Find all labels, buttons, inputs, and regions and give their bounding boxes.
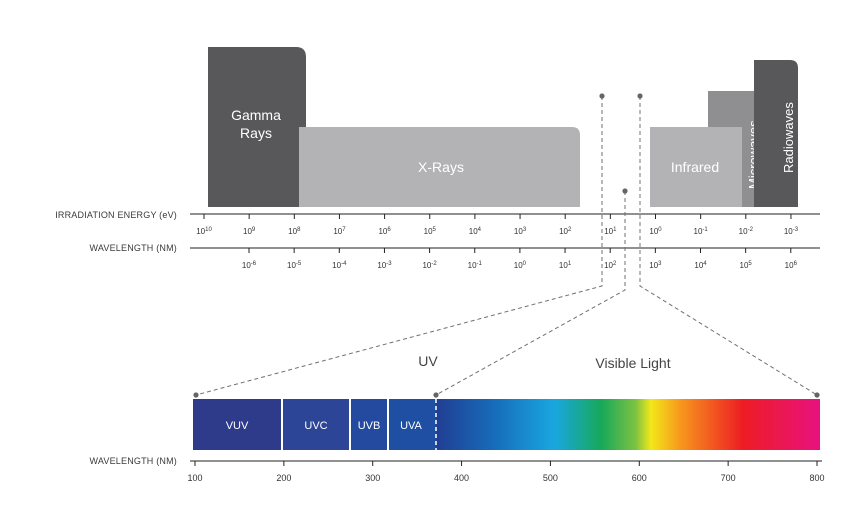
wavelength-axis-label: WAVELENGTH (NM) — [90, 243, 178, 253]
wavelength-tick-label: 10-3 — [377, 261, 392, 270]
wavelength-tick-label: 103 — [649, 261, 662, 270]
vuv-label: VUV — [226, 420, 249, 432]
uva-connector — [435, 191, 626, 396]
bottom-tick-label: 100 — [187, 473, 202, 483]
uva-segment — [389, 399, 436, 450]
uv-region-label: UV — [418, 353, 438, 369]
connector-dot-left — [599, 93, 605, 99]
wavelength-tick-label: 10-4 — [332, 261, 347, 270]
visible-end-connector — [639, 96, 818, 396]
connector-dot-bottom-left — [193, 392, 199, 398]
wavelength-tick-label: 10-2 — [422, 261, 437, 270]
bottom-tick-label: 700 — [721, 473, 736, 483]
bottom-ticks: 100 200 300 400 500 600 700 800 — [187, 461, 825, 483]
energy-tick-label: 100 — [649, 227, 662, 236]
connector-dot-mid — [622, 188, 628, 194]
energy-tick-label: 10-3 — [784, 227, 799, 236]
bottom-tick-label: 800 — [809, 473, 824, 483]
vuv-segment — [193, 399, 281, 450]
wavelength-tick-label: 101 — [559, 261, 572, 270]
energy-tick-label: 101 — [604, 227, 617, 236]
infrared-label: Infrared — [671, 159, 719, 175]
wavelength-tick-label: 100 — [514, 261, 527, 270]
bottom-wavelength-label: WAVELENGTH (NM) — [90, 456, 178, 466]
energy-tick-label: 107 — [333, 227, 346, 236]
energy-tick-label: 105 — [424, 227, 437, 236]
zoom-connector-lines — [195, 96, 818, 396]
radiowaves-label: Radiowaves — [781, 102, 796, 173]
energy-tick-label: 104 — [469, 227, 482, 236]
energy-tick-label: 108 — [288, 227, 301, 236]
uv-start-connector — [195, 96, 603, 396]
wavelength-tick-label: 104 — [694, 261, 707, 270]
connector-dot-bottom-right — [814, 392, 820, 398]
energy-tick-label: 1010 — [196, 227, 212, 236]
wavelength-ticks: 10-6 10-5 10-4 10-3 10-2 10-1 100 101 102 103 104 1… — [242, 248, 798, 270]
bottom-tick-label: 200 — [276, 473, 291, 483]
wavelength-tick-label: 106 — [785, 261, 798, 270]
wavelength-tick-label: 10-1 — [468, 261, 483, 270]
energy-tick-label: 103 — [514, 227, 527, 236]
bottom-tick-label: 600 — [632, 473, 647, 483]
energy-tick-label: 10-1 — [694, 227, 709, 236]
uvc-segment — [283, 399, 349, 450]
wavelength-tick-label: 10-6 — [242, 261, 257, 270]
energy-tick-label: 109 — [243, 227, 256, 236]
connector-dot-bottom-mid — [433, 392, 439, 398]
gamma-rays-label-2: Rays — [240, 125, 272, 141]
uvc-label: UVC — [304, 420, 327, 432]
connector-dot-right — [637, 93, 643, 99]
visible-spectrum-gradient — [436, 399, 820, 450]
wavelength-tick-label: 10-5 — [287, 261, 302, 270]
visible-light-region-label: Visible Light — [595, 355, 670, 371]
gamma-rays-band — [208, 47, 306, 207]
energy-tick-label: 106 — [378, 227, 391, 236]
energy-tick-label: 10-2 — [739, 227, 754, 236]
gamma-rays-label-1: Gamma — [231, 107, 281, 123]
bottom-tick-label: 300 — [365, 473, 380, 483]
uvb-label: UVB — [358, 420, 381, 432]
uva-label: UVA — [400, 420, 422, 432]
energy-axis-label: IRRADIATION ENERGY (eV) — [55, 210, 177, 220]
x-rays-label: X-Rays — [418, 159, 464, 175]
bottom-tick-label: 500 — [543, 473, 558, 483]
bottom-tick-label: 400 — [454, 473, 469, 483]
radiowaves-band — [754, 60, 798, 207]
wavelength-tick-label: 105 — [740, 261, 753, 270]
energy-ticks: 1010 109 108 107 106 105 104 103 102 101 100 10-1 10… — [196, 214, 799, 236]
uvb-segment — [351, 399, 387, 450]
x-rays-band — [299, 127, 580, 207]
energy-tick-label: 102 — [559, 227, 572, 236]
wavelength-tick-label: 102 — [604, 261, 617, 270]
infrared-band — [650, 127, 742, 207]
